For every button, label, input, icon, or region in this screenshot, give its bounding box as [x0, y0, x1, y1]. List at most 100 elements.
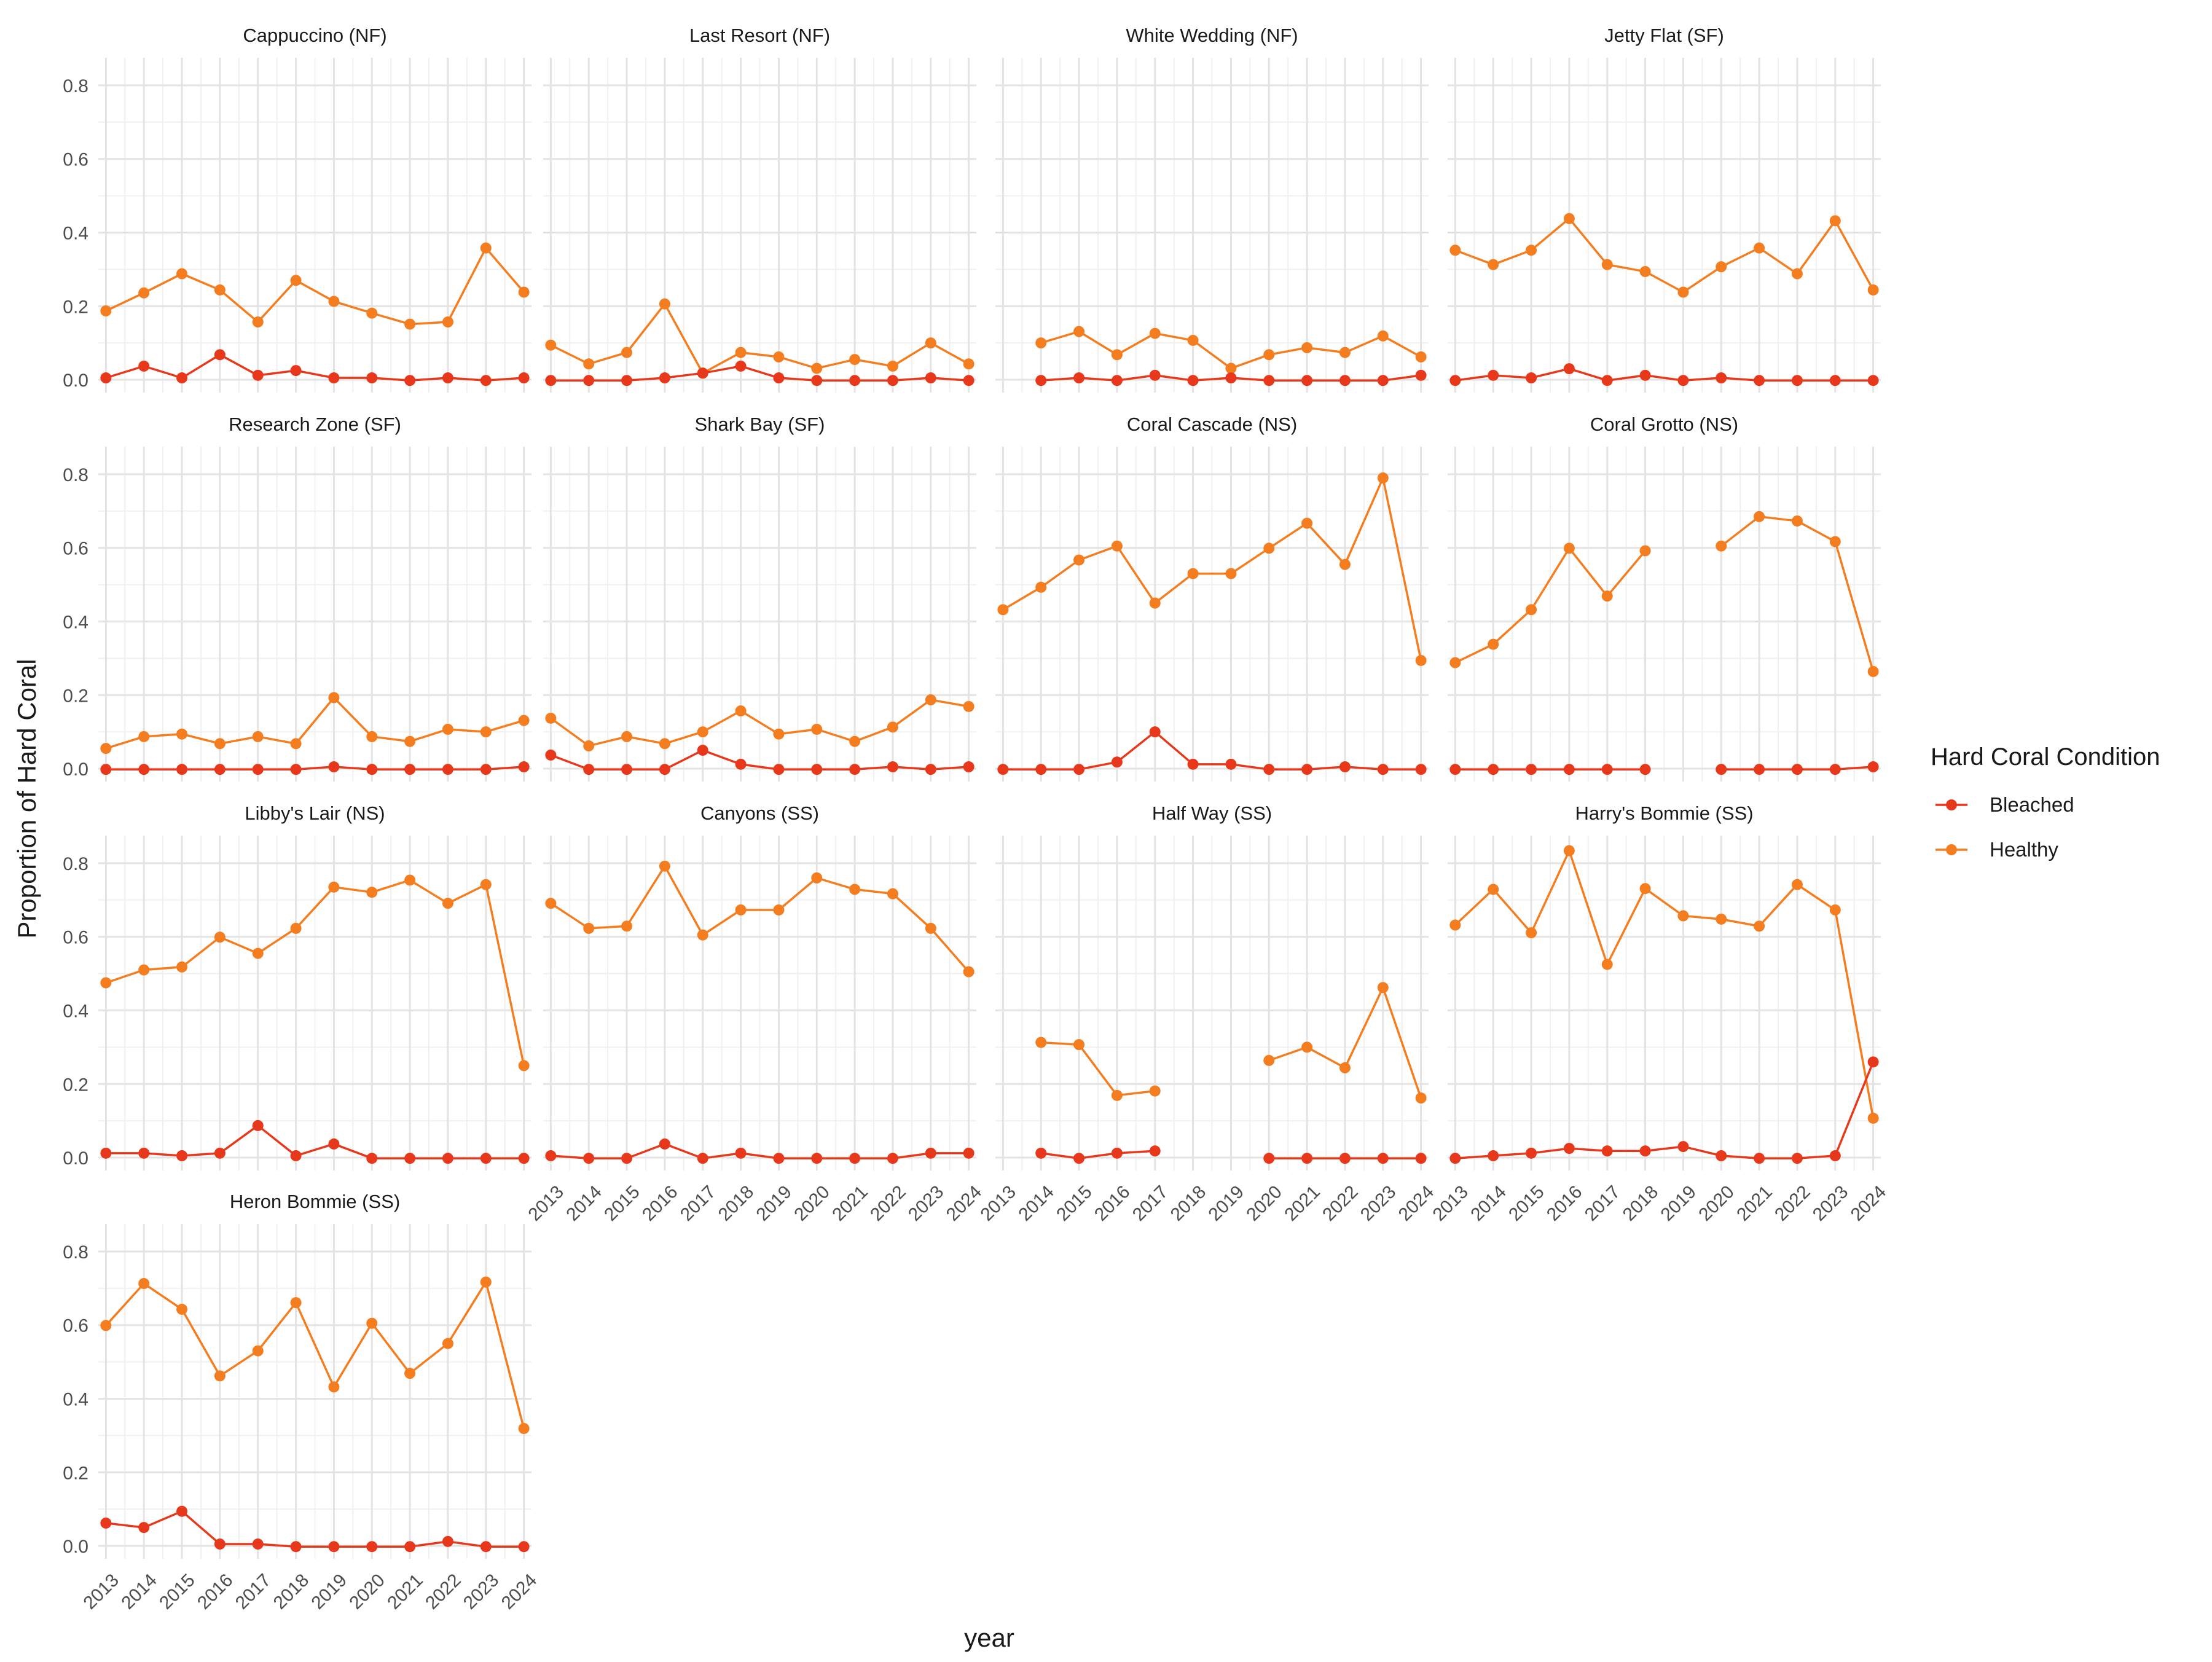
bleached-point: [1225, 372, 1237, 384]
bleached-point: [925, 764, 936, 775]
healthy-point: [1339, 347, 1351, 358]
bleached-point: [366, 1153, 378, 1164]
bleached-line: [106, 766, 524, 770]
bleached-point: [1415, 764, 1427, 775]
bleached-point: [1149, 369, 1161, 381]
bleached-point: [1263, 1153, 1275, 1164]
healthy-point: [1415, 1092, 1427, 1104]
healthy-point: [1301, 1041, 1313, 1053]
facet-title: Shark Bay (SF): [695, 414, 825, 435]
healthy-point: [1601, 259, 1613, 270]
healthy-point: [1563, 543, 1575, 554]
bleached-point: [735, 360, 747, 372]
bleached-point: [176, 372, 188, 384]
bleached-point: [404, 375, 416, 386]
healthy-point: [176, 728, 188, 740]
facet-title: Canyons (SS): [700, 802, 819, 824]
bleached-point: [545, 375, 557, 386]
x-tick-label: 2020: [1695, 1182, 1738, 1225]
healthy-point: [1149, 327, 1161, 339]
bleached-point: [328, 761, 340, 773]
bleached-point: [621, 1153, 633, 1164]
bleached-point: [1639, 369, 1651, 381]
healthy-point: [659, 860, 670, 872]
bleached-point: [100, 372, 112, 384]
bleached-point: [480, 375, 492, 386]
healthy-point: [1488, 884, 1499, 895]
healthy-point: [811, 872, 823, 884]
facet-panel: Cappuccino (NF) 0.0 0.2 0.4 0.6 0.8: [63, 25, 531, 393]
x-tick-label: 2020: [345, 1570, 389, 1613]
bleached-point: [1149, 726, 1161, 738]
y-tick-label: 0.2: [63, 1075, 88, 1095]
healthy-point: [773, 351, 785, 363]
healthy-point: [583, 922, 595, 934]
healthy-point: [1829, 536, 1841, 547]
healthy-point: [621, 731, 633, 742]
healthy-point: [1073, 326, 1085, 337]
x-tick-label: 2022: [422, 1570, 465, 1613]
healthy-point: [290, 1297, 302, 1309]
facet-panel: Libby's Lair (NS) 0.0 0.2 0.4 0.6 0.8: [63, 802, 531, 1170]
x-tick-label: 2024: [1847, 1182, 1891, 1225]
healthy-point: [1301, 342, 1313, 353]
healthy-point: [963, 700, 975, 712]
bleached-point: [290, 1150, 302, 1162]
healthy-point: [1526, 927, 1537, 939]
bleached-point: [621, 375, 633, 386]
bleached-point: [1263, 375, 1275, 386]
healthy-line: [1454, 847, 1875, 1119]
bleached-point: [735, 1147, 747, 1159]
bleached-point: [1339, 375, 1351, 386]
bleached-point: [1111, 756, 1123, 768]
bleached-point: [518, 1153, 530, 1164]
healthy-point: [518, 715, 530, 726]
bleached-point: [1754, 1153, 1765, 1164]
healthy-point: [1791, 879, 1803, 890]
healthy-point: [138, 964, 150, 976]
healthy-point: [659, 738, 670, 750]
healthy-line: [1454, 546, 1646, 664]
x-tick-label: 2016: [194, 1570, 237, 1613]
healthy-point: [1829, 904, 1841, 915]
x-tick-label: 2022: [1771, 1182, 1814, 1225]
bleached-line: [1455, 367, 1873, 382]
bleached-point: [1791, 375, 1803, 386]
healthy-point: [1677, 910, 1689, 922]
bleached-point: [621, 764, 633, 775]
x-tick-label: 2017: [1129, 1182, 1172, 1225]
bleached-point: [583, 764, 595, 775]
legend-key-point: [1946, 844, 1957, 855]
healthy-point: [252, 731, 264, 742]
healthy-point: [925, 694, 936, 706]
healthy-point: [545, 712, 557, 724]
x-tick-label: 2018: [1619, 1182, 1663, 1225]
healthy-point: [1526, 604, 1537, 616]
healthy-point: [811, 363, 823, 374]
healthy-point: [328, 692, 340, 704]
bleached-point: [697, 745, 708, 756]
bleached-point: [100, 764, 112, 775]
bleached-point: [735, 758, 747, 770]
x-tick-label: 2023: [1809, 1182, 1853, 1225]
x-axis-title: year: [964, 1623, 1014, 1652]
healthy-line: [105, 879, 525, 1066]
bleached-line: [106, 1510, 524, 1548]
healthy-point: [1377, 982, 1389, 994]
facet-panel: Shark Bay (SF): [543, 414, 976, 782]
healthy-point: [366, 307, 378, 319]
facet-panel: Last Resort (NF): [543, 25, 976, 393]
bleached-line: [106, 1124, 524, 1159]
bleached-point: [1754, 375, 1765, 386]
x-tick-label: 2014: [117, 1570, 161, 1613]
bleached-point: [1449, 764, 1461, 775]
x-tick-label: 2018: [270, 1570, 313, 1613]
y-tick-label: 0.2: [63, 297, 88, 317]
healthy-point: [138, 731, 150, 742]
healthy-point: [138, 1278, 150, 1290]
healthy-point: [1301, 517, 1313, 529]
facet-panel: White Wedding (NF): [995, 25, 1429, 393]
x-tick-label: 2022: [866, 1182, 910, 1225]
bleached-point: [1563, 764, 1575, 775]
x-tick-label: 2015: [1505, 1182, 1548, 1225]
